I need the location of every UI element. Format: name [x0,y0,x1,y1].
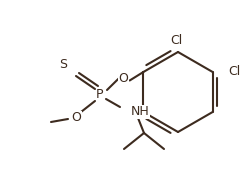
Text: NH: NH [131,105,149,119]
Text: Cl: Cl [228,66,240,79]
Text: O: O [118,72,128,85]
Text: S: S [59,58,67,72]
Text: P: P [96,89,103,102]
Text: Cl: Cl [169,35,181,48]
Text: O: O [71,112,81,124]
